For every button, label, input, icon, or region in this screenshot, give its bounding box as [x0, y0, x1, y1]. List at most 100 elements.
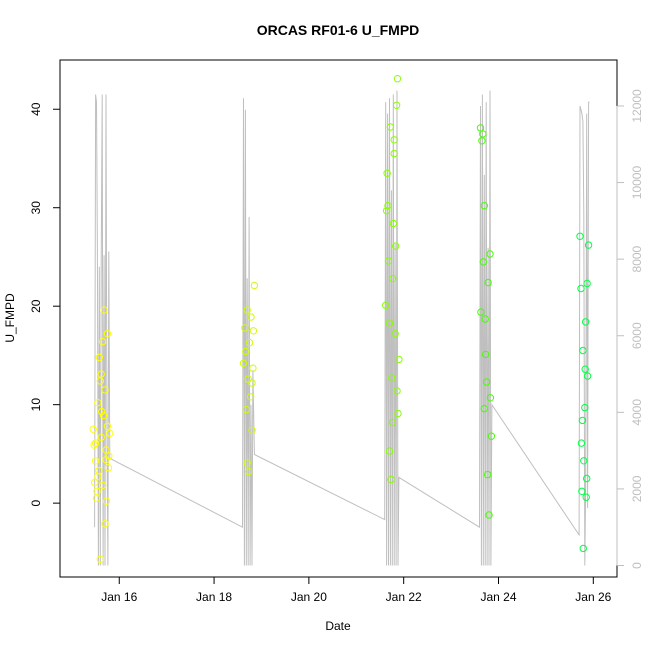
data-point — [480, 202, 488, 210]
x-tick-label: Jan 24 — [480, 590, 516, 604]
data-point — [246, 393, 255, 401]
data-point — [389, 274, 397, 283]
data-point — [581, 365, 589, 373]
data-point — [484, 278, 492, 287]
series-1 — [89, 306, 114, 563]
data-point — [102, 456, 110, 464]
data-point — [483, 470, 492, 479]
data-point — [244, 375, 252, 383]
chart-title: ORCAS RF01-6 U_FMPD — [257, 22, 420, 38]
data-point — [394, 409, 402, 418]
data-point — [393, 75, 402, 83]
y2-tick-label: 8000 — [630, 245, 644, 272]
y2-tick-label: 4000 — [630, 399, 644, 426]
y-tick-label: 40 — [29, 102, 43, 116]
data-point — [579, 544, 587, 553]
data-point — [245, 467, 253, 476]
data-point — [479, 258, 487, 266]
data-point — [104, 464, 113, 472]
data-point — [387, 475, 395, 484]
series-2 — [239, 281, 259, 476]
data-point — [584, 241, 593, 249]
data-point — [103, 330, 112, 338]
data-point — [384, 202, 392, 210]
data-point — [583, 279, 591, 288]
y-tick-label: 30 — [29, 201, 43, 215]
data-point — [98, 407, 106, 416]
y2-tick-label: 6000 — [630, 322, 644, 349]
data-point — [100, 306, 108, 314]
data-point — [480, 404, 488, 413]
data-point — [102, 446, 110, 454]
data-point — [101, 386, 109, 394]
data-point — [92, 494, 101, 502]
x-tick-label: Jan 16 — [101, 590, 137, 604]
x-tick-label: Jan 26 — [575, 590, 611, 604]
data-point — [94, 399, 102, 407]
series-4 — [476, 124, 496, 519]
data-point — [486, 394, 495, 402]
data-point — [242, 405, 251, 414]
x-axis-label: Date — [325, 619, 351, 633]
y-tick-label: 20 — [29, 299, 43, 313]
data-point — [576, 232, 584, 241]
x-tick-label: Jan 18 — [196, 590, 232, 604]
y-tick-label: 0 — [29, 499, 43, 506]
data-point — [90, 441, 98, 449]
plot-frame — [59, 59, 618, 578]
y2-tick-label: 0 — [630, 562, 644, 569]
data-point — [583, 372, 592, 380]
data-point — [582, 493, 590, 501]
data-point — [94, 472, 102, 481]
data-point — [103, 422, 112, 430]
data-point — [242, 347, 250, 356]
data-point — [99, 481, 107, 490]
data-point — [243, 306, 251, 314]
y2-tick-label: 12000 — [630, 89, 644, 123]
data-point — [481, 315, 489, 323]
data-point — [579, 346, 587, 355]
data-point — [479, 130, 487, 138]
data-point — [91, 439, 100, 447]
data-point — [391, 330, 399, 338]
series-5 — [576, 232, 593, 553]
data-point — [106, 429, 114, 437]
data-point — [580, 457, 588, 465]
data-point — [249, 327, 258, 335]
data-point — [101, 520, 109, 528]
data-point — [583, 474, 591, 483]
x-tick-label: Jan 20 — [291, 590, 327, 604]
data-point — [247, 313, 255, 321]
data-point — [91, 457, 100, 465]
data-point — [577, 284, 585, 293]
data-point — [392, 101, 401, 110]
data-point — [578, 487, 586, 495]
y2-tick-label: 2000 — [630, 475, 644, 502]
data-point — [95, 353, 104, 362]
secondary-series-line — [94, 90, 590, 566]
data-point — [96, 555, 105, 563]
data-point — [385, 319, 394, 327]
data-point — [482, 378, 491, 386]
data-point — [578, 416, 587, 425]
data-point — [388, 374, 396, 382]
data-point — [250, 281, 259, 290]
data-point — [577, 439, 586, 447]
data-point — [477, 308, 485, 316]
data-point — [239, 359, 248, 367]
data-point — [97, 370, 105, 378]
data-point — [478, 137, 486, 145]
data-point — [96, 377, 105, 385]
data-point — [243, 459, 251, 467]
data-point — [390, 149, 398, 158]
y-tick-label: 10 — [29, 398, 43, 412]
data-point — [241, 324, 249, 332]
data-point — [383, 169, 391, 177]
points-layer — [89, 75, 593, 563]
data-point — [90, 478, 99, 487]
x-tick-label: Jan 22 — [386, 590, 422, 604]
data-point — [395, 355, 403, 364]
data-point — [482, 350, 490, 359]
data-point — [102, 497, 111, 505]
data-point — [93, 487, 101, 495]
